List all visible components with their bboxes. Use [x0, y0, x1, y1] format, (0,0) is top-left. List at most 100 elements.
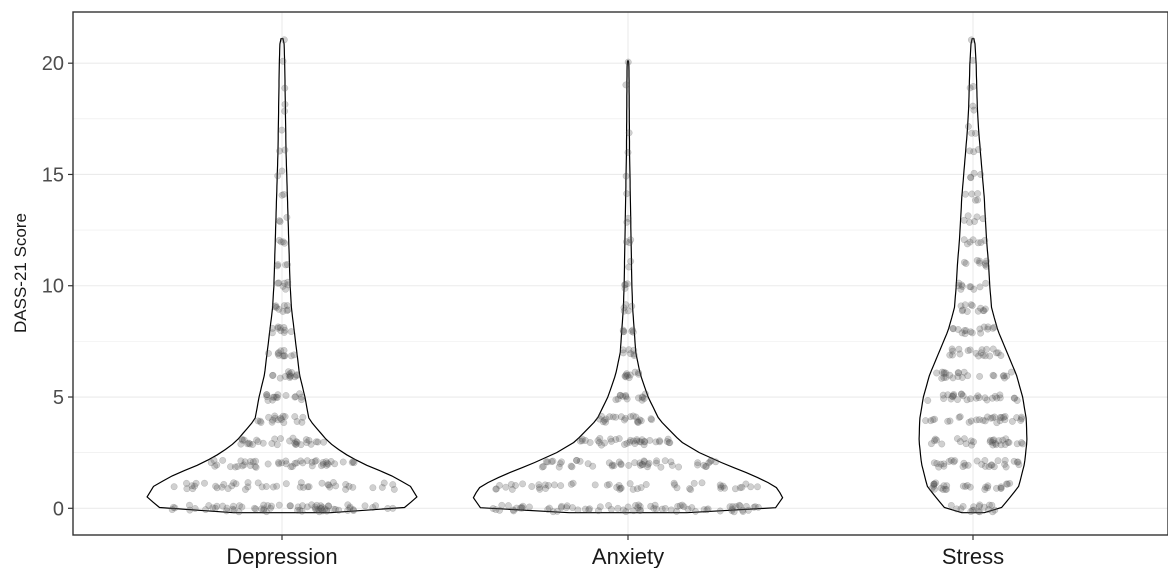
data-point — [945, 458, 953, 465]
data-point — [307, 440, 315, 448]
data-point — [273, 482, 281, 490]
data-point — [562, 504, 570, 512]
data-point — [219, 502, 227, 510]
data-point — [962, 260, 970, 267]
data-point — [949, 324, 957, 332]
data-point — [982, 262, 990, 270]
data-point — [291, 393, 299, 401]
data-point — [279, 238, 287, 246]
data-point — [617, 484, 625, 492]
data-point — [623, 190, 631, 198]
data-point — [349, 483, 357, 491]
data-point — [974, 239, 982, 247]
data-point — [971, 129, 979, 137]
data-point — [664, 435, 672, 443]
data-point — [605, 480, 613, 488]
data-point — [622, 301, 630, 309]
data-point — [686, 485, 694, 493]
data-point — [630, 507, 638, 515]
data-point — [270, 393, 278, 401]
data-point — [990, 372, 998, 380]
data-point — [988, 461, 996, 469]
data-point — [280, 36, 288, 44]
data-point — [980, 307, 988, 315]
data-point — [989, 414, 997, 422]
data-point — [632, 502, 639, 509]
data-point — [507, 480, 515, 488]
data-point — [1008, 417, 1016, 425]
data-point — [186, 506, 194, 514]
data-point — [297, 441, 305, 449]
data-point — [274, 350, 282, 358]
data-point — [994, 457, 1002, 465]
data-point — [311, 457, 319, 465]
data-point — [241, 458, 249, 466]
data-point — [930, 437, 938, 445]
data-point — [999, 372, 1007, 380]
data-point — [930, 480, 938, 488]
data-point — [958, 329, 966, 337]
data-point — [620, 328, 628, 335]
data-point — [623, 395, 631, 403]
data-point — [940, 395, 948, 403]
data-point — [706, 458, 714, 466]
data-point — [940, 460, 948, 468]
data-point — [286, 374, 294, 382]
data-point — [323, 459, 331, 467]
data-point — [636, 507, 644, 515]
data-point — [942, 369, 950, 377]
data-point — [705, 459, 713, 467]
data-point — [512, 482, 519, 489]
data-point — [287, 502, 294, 510]
data-point — [189, 485, 197, 493]
data-point — [979, 416, 987, 424]
data-point — [975, 507, 983, 515]
data-point — [625, 129, 633, 137]
data-point — [930, 482, 938, 490]
data-point — [621, 281, 629, 289]
data-point — [299, 459, 307, 467]
data-point — [584, 460, 592, 468]
data-point — [635, 369, 642, 377]
data-point — [623, 238, 630, 246]
data-point — [273, 394, 281, 401]
data-point — [557, 482, 565, 490]
data-point — [966, 84, 974, 92]
data-point — [629, 437, 637, 445]
data-point — [635, 501, 643, 509]
data-point — [298, 396, 305, 404]
data-point — [287, 328, 295, 336]
data-point — [237, 457, 245, 465]
data-point — [928, 484, 936, 492]
data-point — [369, 504, 377, 511]
data-point — [202, 506, 210, 514]
data-point — [957, 505, 965, 513]
data-point — [981, 462, 989, 470]
data-point — [633, 485, 641, 493]
data-point — [315, 508, 323, 516]
y-tick-label: 0 — [53, 498, 64, 520]
data-point — [238, 435, 246, 443]
data-point — [380, 479, 388, 487]
data-point — [938, 374, 946, 382]
data-point — [981, 236, 989, 244]
data-point — [623, 439, 631, 447]
data-point — [636, 416, 644, 424]
data-point — [617, 461, 625, 469]
data-point — [984, 413, 991, 421]
data-point — [624, 214, 632, 222]
data-point — [680, 503, 688, 511]
data-point — [634, 504, 642, 512]
data-point — [641, 390, 649, 398]
data-point — [296, 390, 304, 398]
data-point — [244, 479, 252, 487]
data-point — [281, 84, 289, 92]
data-point — [949, 325, 957, 333]
data-point — [623, 280, 631, 288]
data-point — [281, 100, 289, 108]
data-point — [264, 460, 272, 468]
data-point — [268, 440, 276, 447]
data-point — [630, 352, 638, 359]
data-point — [628, 302, 636, 310]
